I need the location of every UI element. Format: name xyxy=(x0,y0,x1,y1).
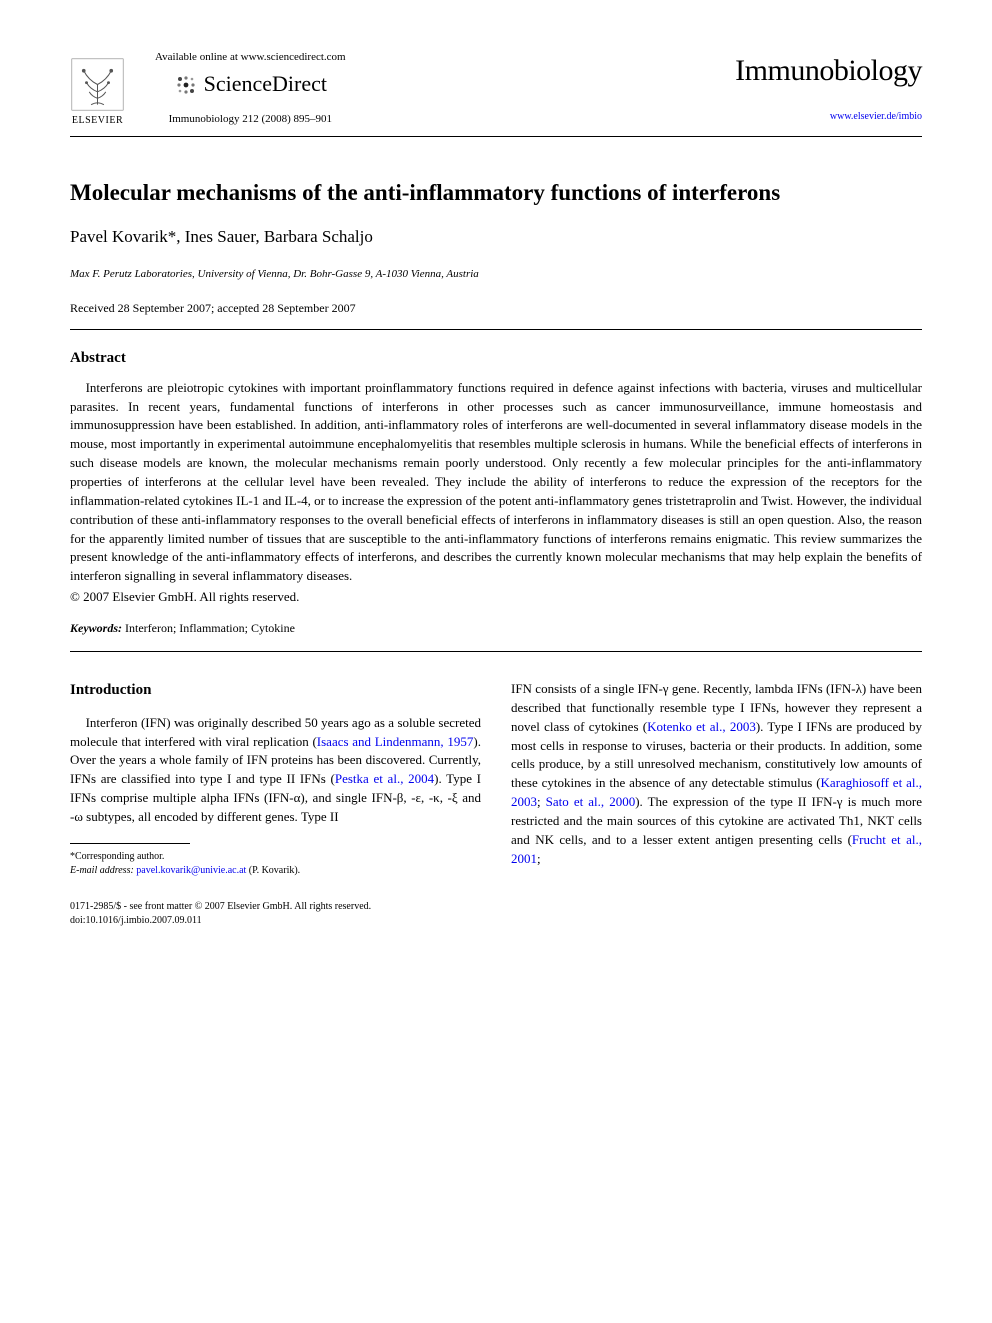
sciencedirect-text: ScienceDirect xyxy=(204,69,327,100)
email-line: E-mail address: pavel.kovarik@univie.ac.… xyxy=(70,864,481,878)
keywords-values: Interferon; Inflammation; Cytokine xyxy=(122,621,295,635)
introduction-heading: Introduction xyxy=(70,680,481,702)
article-page: ELSEVIER Available online at www.science… xyxy=(0,0,992,968)
citation-link[interactable]: Kotenko et al., 2003 xyxy=(647,719,756,734)
citation-link[interactable]: Isaacs and Lindenmann, 1957 xyxy=(317,734,474,749)
page-header: ELSEVIER Available online at www.science… xyxy=(70,50,922,128)
sciencedirect-block: Available online at www.sciencedirect.co… xyxy=(155,50,346,128)
keywords-line: Keywords: Interferon; Inflammation; Cyto… xyxy=(70,620,922,637)
journal-link[interactable]: www.elsevier.de/imbio xyxy=(735,110,922,124)
column-right: IFN consists of a single IFN-γ gene. Rec… xyxy=(511,680,922,878)
abstract-heading: Abstract xyxy=(70,348,922,369)
abstract-bottom-rule xyxy=(70,651,922,652)
abstract-text: Interferons are pleiotropic cytokines wi… xyxy=(70,379,922,586)
elsevier-logo: ELSEVIER xyxy=(70,57,125,128)
header-rule xyxy=(70,136,922,137)
citation-link[interactable]: Pestka et al., 2004 xyxy=(335,771,434,786)
email-author-name: (P. Kovarik). xyxy=(246,865,300,876)
front-matter-line: 0171-2985/$ - see front matter © 2007 El… xyxy=(70,900,922,914)
corresponding-author: *Corresponding author. xyxy=(70,850,481,864)
elsevier-label: ELSEVIER xyxy=(72,114,123,128)
abstract-copyright: © 2007 Elsevier GmbH. All rights reserve… xyxy=(70,588,922,606)
intro-text: ; xyxy=(537,794,546,809)
journal-reference: Immunobiology 212 (2008) 895–901 xyxy=(155,112,346,127)
intro-paragraph-left: Interferon (IFN) was originally describe… xyxy=(70,714,481,827)
authors: Pavel Kovarik*, Ines Sauer, Barbara Scha… xyxy=(70,225,922,249)
keywords-label: Keywords: xyxy=(70,621,122,635)
citation-link[interactable]: Sato et al., 2000 xyxy=(546,794,636,809)
sciencedirect-icon xyxy=(174,73,198,97)
column-left: Introduction Interferon (IFN) was origin… xyxy=(70,680,481,878)
journal-block: Immunobiology www.elsevier.de/imbio xyxy=(735,50,922,124)
article-dates: Received 28 September 2007; accepted 28 … xyxy=(70,300,922,317)
article-title: Molecular mechanisms of the anti-inflamm… xyxy=(70,177,922,209)
abstract-top-rule xyxy=(70,329,922,330)
footnote-rule xyxy=(70,843,190,844)
affiliation: Max F. Perutz Laboratories, University o… xyxy=(70,267,922,282)
email-label: E-mail address: xyxy=(70,865,134,876)
available-online-text: Available online at www.sciencedirect.co… xyxy=(155,50,346,65)
body-columns: Introduction Interferon (IFN) was origin… xyxy=(70,680,922,878)
intro-paragraph-right: IFN consists of a single IFN-γ gene. Rec… xyxy=(511,680,922,868)
elsevier-tree-icon xyxy=(70,57,125,112)
sciencedirect-logo: ScienceDirect xyxy=(155,69,346,100)
footer-meta: 0171-2985/$ - see front matter © 2007 El… xyxy=(70,900,922,928)
intro-text: ; xyxy=(537,851,541,866)
doi-line: doi:10.1016/j.imbio.2007.09.011 xyxy=(70,914,922,928)
journal-title: Immunobiology xyxy=(735,50,922,92)
header-left: ELSEVIER Available online at www.science… xyxy=(70,50,346,128)
email-link[interactable]: pavel.kovarik@univie.ac.at xyxy=(134,865,247,876)
